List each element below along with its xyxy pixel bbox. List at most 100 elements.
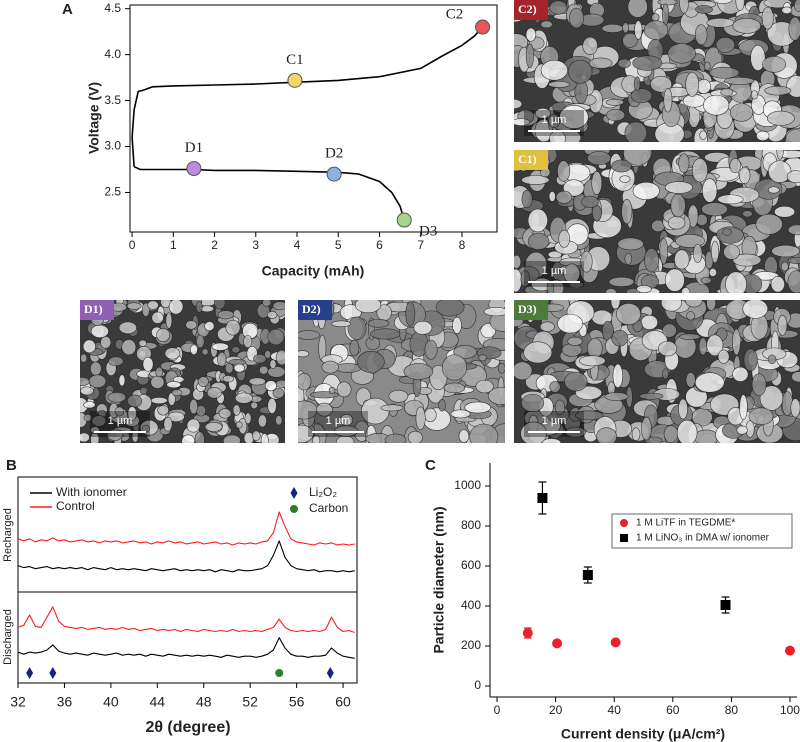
grain xyxy=(114,406,125,417)
scale-bar-label: 1 µm xyxy=(542,265,567,277)
grain xyxy=(641,416,652,441)
grain xyxy=(243,335,253,349)
scale-bar-label: 1 µm xyxy=(326,415,351,427)
grain xyxy=(91,415,107,427)
grain xyxy=(751,373,767,396)
grain xyxy=(121,339,137,356)
grain xyxy=(349,339,360,357)
x-axis-label: 2θ (degree) xyxy=(145,719,230,736)
reference-marker xyxy=(49,667,57,679)
scale-bar-label: 1 µm xyxy=(542,415,567,427)
grain xyxy=(750,90,758,100)
marker xyxy=(396,212,412,228)
grain xyxy=(521,189,533,209)
point xyxy=(784,645,795,656)
grain xyxy=(514,98,523,110)
grain xyxy=(540,20,553,29)
grain xyxy=(523,341,553,364)
grain xyxy=(275,379,285,388)
grain xyxy=(742,300,769,319)
grain xyxy=(632,55,663,71)
grain xyxy=(617,237,644,251)
grain xyxy=(681,287,691,293)
x-axis-label: Current density (μA/cm²) xyxy=(561,726,725,742)
grain xyxy=(685,72,700,97)
grain xyxy=(608,276,635,287)
grain xyxy=(685,300,703,308)
grain xyxy=(569,7,585,29)
grain xyxy=(527,232,550,251)
point xyxy=(610,637,621,648)
data-line xyxy=(131,26,484,167)
grain xyxy=(767,354,777,365)
grain xyxy=(107,391,127,403)
grain xyxy=(548,191,556,202)
x-tick-label: 60 xyxy=(666,703,680,717)
grain xyxy=(80,376,90,387)
grain xyxy=(606,109,626,122)
grain xyxy=(715,36,735,53)
x-tick-label: 1 xyxy=(170,238,177,252)
grain xyxy=(164,347,181,360)
grain xyxy=(631,427,641,442)
grain xyxy=(605,98,625,106)
grain xyxy=(232,404,241,416)
panel-label: A xyxy=(62,1,73,18)
grain xyxy=(88,374,107,389)
grain xyxy=(201,348,209,356)
grain xyxy=(521,393,545,413)
grain xyxy=(514,254,522,269)
grain xyxy=(787,256,800,264)
grain xyxy=(703,94,730,116)
grain xyxy=(717,349,730,364)
x-tick-label: 32 xyxy=(10,694,26,710)
grain xyxy=(630,88,653,104)
y-tick-label: 3.5 xyxy=(104,93,121,107)
legend-label: Control xyxy=(56,499,95,513)
grain xyxy=(155,366,164,378)
grain xyxy=(632,181,660,201)
image-label: C2) xyxy=(518,2,537,16)
grain xyxy=(80,353,88,363)
grain xyxy=(357,350,385,373)
marker xyxy=(287,72,303,88)
grain xyxy=(701,202,728,217)
x-tick-label: 4 xyxy=(294,238,301,252)
grain xyxy=(612,363,624,388)
grain xyxy=(548,80,570,88)
grain xyxy=(275,415,283,426)
grain xyxy=(770,276,785,293)
grain xyxy=(667,43,696,64)
grain xyxy=(267,328,285,346)
image-label: D2) xyxy=(302,302,321,316)
x-tick-label: 5 xyxy=(335,238,342,252)
legend-marker xyxy=(290,505,298,513)
grain xyxy=(483,307,505,317)
grain xyxy=(108,356,124,367)
grain xyxy=(388,389,409,403)
grain xyxy=(257,414,267,428)
grain xyxy=(676,419,698,443)
grain xyxy=(698,337,708,356)
y-axis-label: Particle diameter (nm) xyxy=(431,506,447,653)
grain xyxy=(487,387,505,405)
grain xyxy=(663,425,679,443)
grain xyxy=(693,429,719,443)
grain xyxy=(732,253,762,267)
x-tick-label: 2 xyxy=(211,238,218,252)
grain xyxy=(267,397,277,414)
grain xyxy=(591,170,603,196)
grain xyxy=(755,213,783,235)
marker-label: D1 xyxy=(185,140,203,156)
x-tick-label: 40 xyxy=(103,694,119,710)
grain xyxy=(679,333,701,341)
grain xyxy=(234,392,253,404)
sem-image xyxy=(514,150,800,293)
x-tick-label: 44 xyxy=(150,694,166,710)
grain xyxy=(298,330,321,340)
grain xyxy=(699,130,707,140)
legend-label: Li₂O₂ xyxy=(309,485,337,499)
grain xyxy=(83,414,93,422)
grain xyxy=(692,243,703,263)
